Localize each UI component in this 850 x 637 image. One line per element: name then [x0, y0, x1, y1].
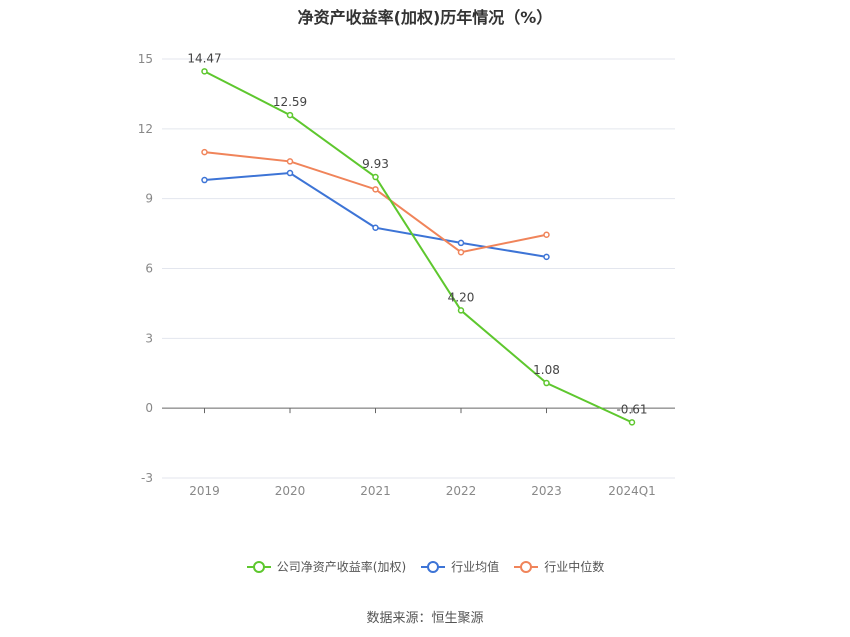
data-point: [372, 173, 379, 181]
legend-label: 公司净资产收益率(加权): [276, 560, 407, 574]
data-point: [201, 176, 208, 184]
x-tick-label: 2021: [360, 484, 391, 498]
y-tick-label: 6: [145, 262, 153, 276]
data-point: [457, 307, 465, 314]
y-tick-label: 0: [145, 401, 153, 415]
legend-label: 行业均值: [451, 560, 500, 574]
data-point: [457, 239, 465, 247]
grid-lines: [162, 58, 675, 479]
x-tick-label: 2019: [189, 484, 220, 498]
data-point: [286, 158, 294, 165]
y-tick-label: -3: [141, 471, 153, 485]
x-tick-label: 2022: [446, 484, 477, 498]
x-tick-label: 2024Q1: [608, 484, 656, 498]
data-point: [286, 169, 294, 177]
y-axis: -3 0 3 6 9 12 15: [138, 52, 153, 485]
legend-item[interactable]: 行业中位数: [513, 558, 604, 575]
data-point: [457, 248, 465, 256]
legend: 公司净资产收益率(加权) 行业均值 行业中位数: [0, 558, 850, 575]
legend-marker-icon: [421, 560, 446, 573]
data-source: 数据来源：恒生聚源: [366, 611, 484, 626]
data-point: [201, 68, 208, 75]
x-axis: 2019 2020 2021 2022 2023 2024Q1: [189, 408, 656, 498]
legend-item[interactable]: 公司净资产收益率(加权): [246, 558, 406, 575]
legend-marker-icon: [246, 560, 271, 573]
legend-marker-icon: [514, 560, 539, 573]
data-labels: 14.47 12.59 9.93 4.20 1.08 -0.61: [187, 51, 647, 416]
data-label: -0.61: [616, 402, 647, 416]
y-tick-label: 3: [145, 331, 153, 345]
data-point: [543, 253, 550, 261]
data-label: 12.59: [273, 95, 307, 109]
legend-item[interactable]: 行业均值: [420, 558, 499, 575]
y-tick-label: 12: [138, 122, 153, 136]
x-tick-label: 2020: [275, 484, 306, 498]
data-point: [372, 224, 379, 232]
y-tick-label: 9: [145, 192, 153, 206]
chart-title: 净资产收益率(加权)历年情况（%）: [297, 8, 553, 27]
data-point: [543, 379, 550, 387]
data-point: [628, 419, 636, 426]
x-tick-label: 2023: [531, 484, 562, 498]
data-label: 14.47: [187, 51, 221, 65]
data-point: [543, 231, 550, 238]
series-layer: [201, 68, 636, 426]
legend-label: 行业中位数: [544, 560, 605, 574]
data-label: 9.93: [362, 157, 389, 171]
data-point: [372, 186, 379, 193]
data-point: [201, 148, 208, 156]
data-label: 4.20: [448, 290, 475, 304]
y-tick-label: 15: [138, 52, 153, 66]
data-label: 1.08: [533, 363, 560, 377]
data-point: [286, 111, 294, 119]
series-line: [204, 70, 633, 424]
